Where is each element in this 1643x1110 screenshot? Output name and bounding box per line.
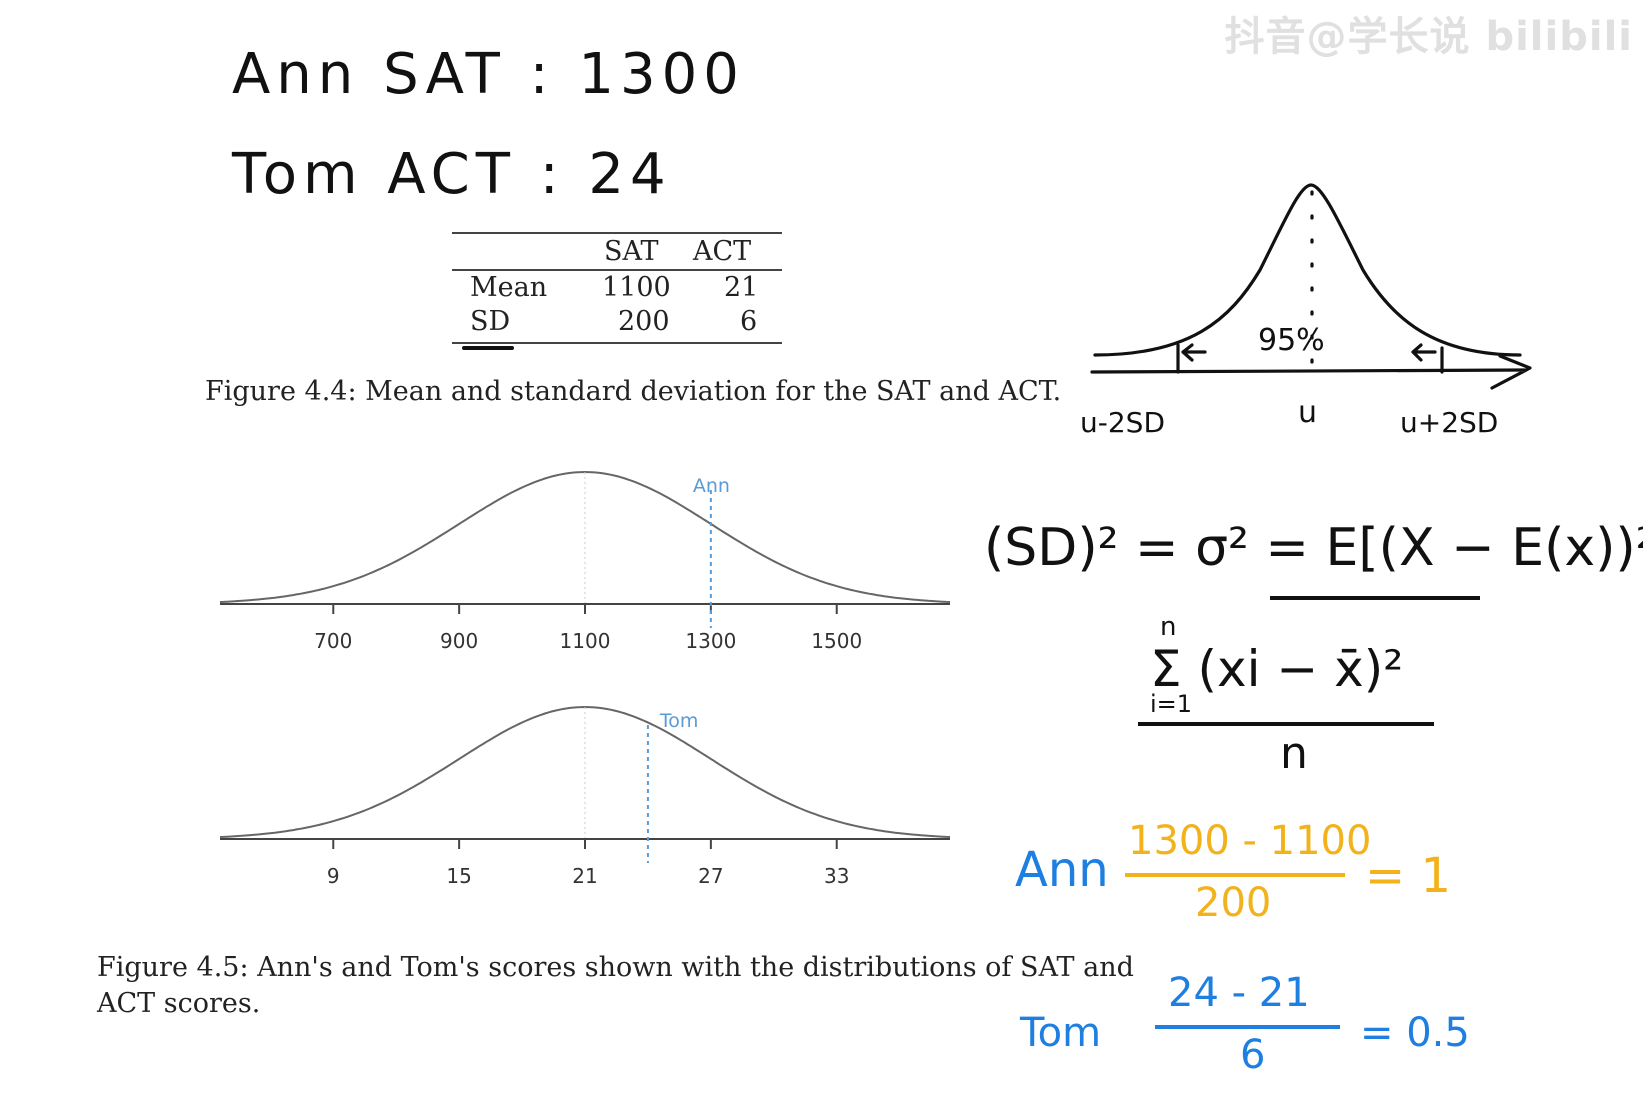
sketch-right-bound [1411,343,1444,374]
sum-lower-limit: i=1 [1150,690,1193,718]
sd-underline-mark [462,346,514,350]
sketch-label-plus-2sd: u+2SD [1400,406,1498,439]
zscore-ann-result: = 1 [1365,848,1452,904]
table-header-rule [452,269,782,271]
stats-table: SAT ACT Mean 1100 21 SD 200 6 [452,232,782,346]
sum-denominator: n [1280,728,1308,779]
zscore-ann-fraction-bar [1125,873,1345,877]
sat-distribution-chart: 700 900 1100 1300 1500 Ann [220,470,951,653]
sketch-label-mu: u [1298,395,1317,430]
zscore-tom-denominator: 6 [1240,1032,1266,1078]
sum-upper-limit: n [1160,612,1177,642]
sketch-percent-label: 95% [1258,323,1325,358]
sketch-label-minus-2sd: u-2SD [1080,406,1165,439]
x-tick-label: 33 [824,864,849,888]
table-top-rule [452,232,782,234]
expectation-underline [1270,596,1480,600]
note-tom-act: Tom ACT : 24 [232,142,672,207]
zscore-ann-denominator: 200 [1195,880,1272,926]
watermark: 抖音@学长说 bilibili [1224,14,1633,60]
table-bottom-rule [452,342,782,344]
table-header-sat: SAT [604,236,659,267]
table-cell: 200 [618,306,670,337]
table-row-label: Mean [470,272,548,303]
x-tick-label: 15 [446,864,471,888]
zscore-ann-numerator: 1300 - 1100 [1128,818,1372,864]
sketch-curve [1093,183,1522,357]
table-cell: 6 [740,306,758,337]
table-cell: 1100 [602,272,671,303]
score-marker-label: Ann [693,475,730,497]
x-tick-label: 1500 [811,629,862,653]
x-tick-label: 21 [572,864,597,888]
zscore-ann-name: Ann [1015,842,1109,898]
sketch-left-bound [1176,343,1207,374]
bell-curve-sketch: 95% u-2SD u u+2SD [1080,183,1532,439]
fraction-bar [1138,722,1434,726]
act-distribution-chart: 9 15 21 27 33 Tom [220,705,951,888]
figure-4-5-caption: Figure 4.5: Ann's and Tom's scores shown… [97,952,1134,1019]
x-tick-label: 9 [327,864,340,888]
note-ann-sat: Ann SAT : 1300 [232,42,745,107]
variance-formula: (SD)² = σ² = E[(X − E(x))²] [984,518,1643,578]
x-tick-label: 900 [440,629,478,653]
zscore-tom-numerator: 24 - 21 [1168,970,1310,1016]
figure-4-4-caption: Figure 4.4: Mean and standard deviation … [205,376,1062,407]
table-header-act: ACT [693,236,752,267]
sketch-axis [1090,354,1532,390]
zscore-tom-fraction-bar [1155,1025,1340,1029]
table-cell: 21 [724,272,759,303]
x-tick-label: 700 [314,629,352,653]
zscore-tom-name: Tom [1020,1010,1102,1056]
x-tick-label: 27 [698,864,723,888]
x-tick-label: 1300 [685,629,736,653]
table-row-label: SD [470,306,511,337]
x-tick-label: 1100 [560,629,611,653]
zscore-tom-result: = 0.5 [1360,1010,1470,1056]
score-marker-label: Tom [659,710,699,732]
sum-numerator: Σ (xi − x̄)² [1150,640,1404,698]
